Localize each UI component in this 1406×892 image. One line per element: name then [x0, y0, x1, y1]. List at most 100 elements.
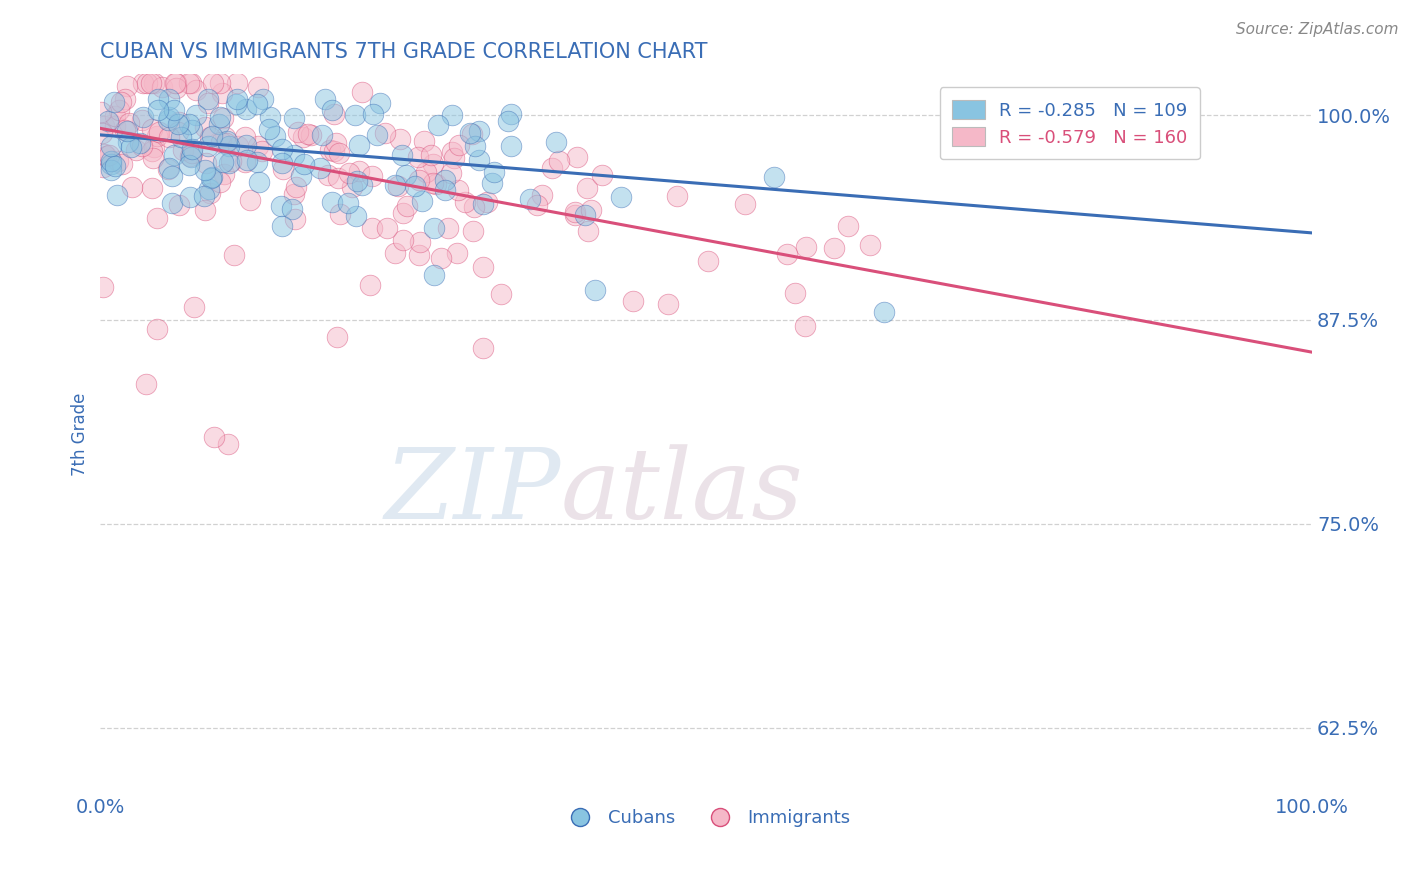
Point — [200, 170, 222, 185]
Point — [157, 161, 180, 176]
Point — [148, 125, 170, 139]
Point — [100, 157, 122, 171]
Point — [226, 138, 249, 153]
Point — [319, 143, 342, 157]
Point — [291, 130, 314, 145]
Point — [297, 127, 319, 141]
Point — [208, 110, 231, 124]
Point — [200, 129, 222, 144]
Point — [167, 125, 190, 139]
Point — [409, 235, 432, 250]
Point — [181, 146, 204, 161]
Point — [217, 436, 239, 450]
Point — [311, 128, 333, 142]
Point — [446, 245, 468, 260]
Point — [530, 187, 553, 202]
Point — [215, 136, 238, 151]
Point — [107, 153, 129, 168]
Point — [347, 137, 370, 152]
Point — [290, 169, 312, 183]
Point — [697, 254, 720, 268]
Point — [783, 286, 806, 301]
Point — [197, 95, 219, 110]
Point — [166, 117, 188, 131]
Point — [157, 92, 180, 106]
Point — [141, 145, 163, 159]
Point — [143, 76, 166, 90]
Point — [115, 78, 138, 93]
Text: Source: ZipAtlas.com: Source: ZipAtlas.com — [1236, 22, 1399, 37]
Point — [434, 173, 457, 187]
Point — [481, 176, 503, 190]
Point — [392, 205, 415, 219]
Point — [316, 168, 339, 182]
Point — [344, 108, 367, 122]
Point — [501, 139, 523, 153]
Point — [283, 148, 305, 162]
Point — [103, 95, 125, 110]
Point — [576, 181, 599, 195]
Point — [576, 224, 599, 238]
Point — [366, 128, 388, 143]
Point — [283, 186, 305, 201]
Point — [146, 322, 169, 336]
Point — [135, 76, 157, 90]
Point — [146, 129, 169, 144]
Point — [472, 260, 495, 275]
Point — [447, 183, 470, 197]
Point — [387, 179, 409, 194]
Point — [235, 103, 257, 117]
Point — [160, 169, 183, 183]
Point — [621, 293, 644, 308]
Point — [141, 180, 163, 194]
Text: ZIP: ZIP — [385, 443, 561, 539]
Point — [177, 117, 200, 131]
Point — [323, 144, 346, 158]
Point — [150, 80, 173, 95]
Point — [165, 76, 187, 90]
Point — [489, 287, 512, 301]
Point — [519, 192, 541, 206]
Point — [142, 151, 165, 165]
Point — [322, 107, 344, 121]
Point — [396, 199, 419, 213]
Point — [250, 144, 273, 158]
Point — [564, 205, 586, 219]
Point — [391, 148, 413, 162]
Point — [183, 301, 205, 315]
Point — [157, 110, 180, 124]
Y-axis label: 7th Grade: 7th Grade — [72, 392, 89, 475]
Point — [125, 143, 148, 157]
Point — [180, 76, 202, 90]
Point — [208, 118, 231, 132]
Point — [361, 169, 384, 183]
Point — [859, 238, 882, 252]
Point — [384, 246, 406, 260]
Point — [159, 161, 181, 176]
Point — [464, 138, 486, 153]
Point — [433, 183, 456, 197]
Point — [167, 197, 190, 211]
Text: atlas: atlas — [561, 443, 804, 539]
Point — [408, 248, 430, 262]
Point — [184, 83, 207, 97]
Point — [233, 154, 256, 169]
Point — [111, 157, 134, 171]
Point — [218, 138, 240, 153]
Point — [91, 280, 114, 294]
Point — [411, 194, 433, 209]
Point — [406, 150, 429, 164]
Point — [284, 212, 307, 227]
Point — [214, 129, 236, 144]
Point — [314, 92, 336, 106]
Point — [235, 138, 257, 153]
Point — [194, 162, 217, 177]
Point — [202, 430, 225, 444]
Point — [321, 103, 343, 117]
Point — [591, 168, 613, 182]
Point — [352, 178, 374, 193]
Point — [198, 182, 221, 196]
Point — [526, 198, 548, 212]
Point — [226, 92, 249, 106]
Point — [94, 149, 117, 163]
